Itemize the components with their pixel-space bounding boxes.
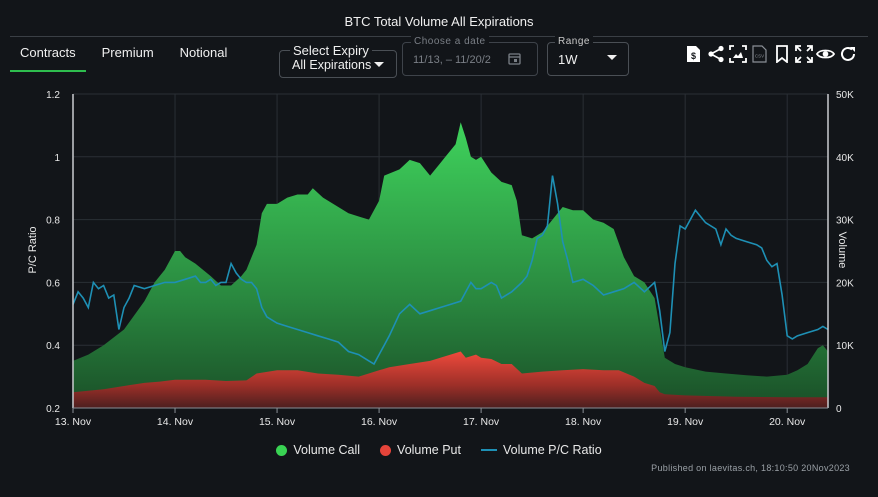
range-select[interactable]: Range 1W bbox=[547, 36, 629, 76]
legend-item-ratio[interactable]: Volume P/C Ratio bbox=[480, 443, 602, 457]
chart-plot: 0.2 0 0.4 10K 0.6 20K 0.8 30K 1 40K 1.2 50K 13. Nov 1… bbox=[27, 90, 854, 428]
y-right-tick-label: 0 bbox=[836, 404, 842, 415]
tab-notional[interactable]: Notional bbox=[179, 45, 228, 60]
y-right-axis-title: Volume bbox=[836, 232, 848, 269]
y-right-tick-label: 10K bbox=[836, 341, 854, 352]
y-left-tick-label: 1 bbox=[54, 153, 60, 164]
metric-tabs: Contracts Premium Notional bbox=[10, 44, 243, 72]
range-value: 1W bbox=[558, 52, 578, 67]
legend-call-label: Volume Call bbox=[293, 443, 361, 457]
legend-item-call[interactable]: Volume Call bbox=[276, 443, 360, 457]
x-tick-label: 16. Nov bbox=[361, 416, 398, 428]
y-left-tick-label: 1.2 bbox=[46, 90, 60, 101]
publish-credit: Published on laevitas.ch, 18:10:50 20Nov… bbox=[651, 463, 850, 473]
y-right-tick-label: 40K bbox=[836, 153, 854, 164]
x-tick-label: 18. Nov bbox=[565, 416, 602, 428]
chart-legend: Volume Call Volume Put Volume P/C Ratio bbox=[0, 443, 878, 457]
legend-ratio-label: Volume P/C Ratio bbox=[502, 443, 602, 457]
chevron-down-icon bbox=[374, 62, 384, 67]
date-label: Choose a date bbox=[411, 36, 489, 47]
screenshot-icon[interactable] bbox=[728, 44, 747, 63]
expiry-value: All Expirations bbox=[292, 58, 372, 72]
chart-toolbar: $ CSV bbox=[684, 44, 857, 63]
expiry-label: Select Expiry bbox=[290, 43, 372, 58]
range-label: Range bbox=[555, 36, 593, 47]
csv-icon[interactable]: CSV bbox=[750, 44, 769, 63]
series-area-volume-put bbox=[73, 351, 828, 408]
series-line-pc-ratio bbox=[72, 175, 829, 366]
y-right-tick-label: 20K bbox=[836, 278, 854, 289]
tab-premium[interactable]: Premium bbox=[101, 45, 154, 60]
x-tick-label: 14. Nov bbox=[157, 416, 194, 428]
chevron-down-icon bbox=[607, 55, 617, 60]
legend-item-put[interactable]: Volume Put bbox=[380, 443, 461, 457]
legend-ratio-swatch bbox=[480, 449, 497, 451]
y-right-tick-label: 30K bbox=[836, 216, 854, 227]
x-tick-label: 13. Nov bbox=[55, 416, 92, 428]
legend-put-swatch bbox=[380, 444, 392, 456]
x-tick-label: 17. Nov bbox=[463, 416, 500, 428]
pdf-icon[interactable]: $ bbox=[684, 44, 703, 63]
share-icon[interactable] bbox=[706, 44, 725, 63]
legend-put-label: Volume Put bbox=[397, 443, 461, 457]
expiry-select[interactable]: Select Expiry All Expirations bbox=[279, 43, 397, 78]
bookmark-icon[interactable] bbox=[772, 44, 791, 63]
y-right-tick-label: 50K bbox=[836, 90, 854, 101]
y-left-tick-label: 0.2 bbox=[46, 404, 60, 415]
svg-text:$: $ bbox=[691, 51, 696, 61]
y-left-tick-label: 0.8 bbox=[46, 216, 60, 227]
calendar-icon[interactable] bbox=[508, 52, 521, 65]
chart-title: BTC Total Volume All Expirations bbox=[344, 14, 534, 29]
y-left-tick-label: 0.6 bbox=[46, 278, 60, 289]
tab-contracts[interactable]: Contracts bbox=[10, 44, 86, 72]
svg-text:CSV: CSV bbox=[755, 53, 764, 58]
refresh-icon[interactable] bbox=[838, 44, 857, 63]
x-tick-label: 19. Nov bbox=[667, 416, 704, 428]
y-left-tick-label: 0.4 bbox=[46, 341, 60, 352]
y-left-axis-title: P/C Ratio bbox=[27, 226, 39, 273]
date-range-picker[interactable]: Choose a date 11/13, – 11/20/2 bbox=[402, 36, 538, 76]
fullscreen-icon[interactable] bbox=[794, 44, 813, 63]
date-value: 11/13, – 11/20/2 bbox=[413, 54, 491, 66]
eye-icon[interactable] bbox=[816, 44, 835, 63]
series-area-volume-call bbox=[73, 122, 828, 409]
legend-call-swatch bbox=[276, 444, 288, 456]
x-tick-label: 20. Nov bbox=[769, 416, 806, 428]
x-tick-label: 15. Nov bbox=[259, 416, 296, 428]
